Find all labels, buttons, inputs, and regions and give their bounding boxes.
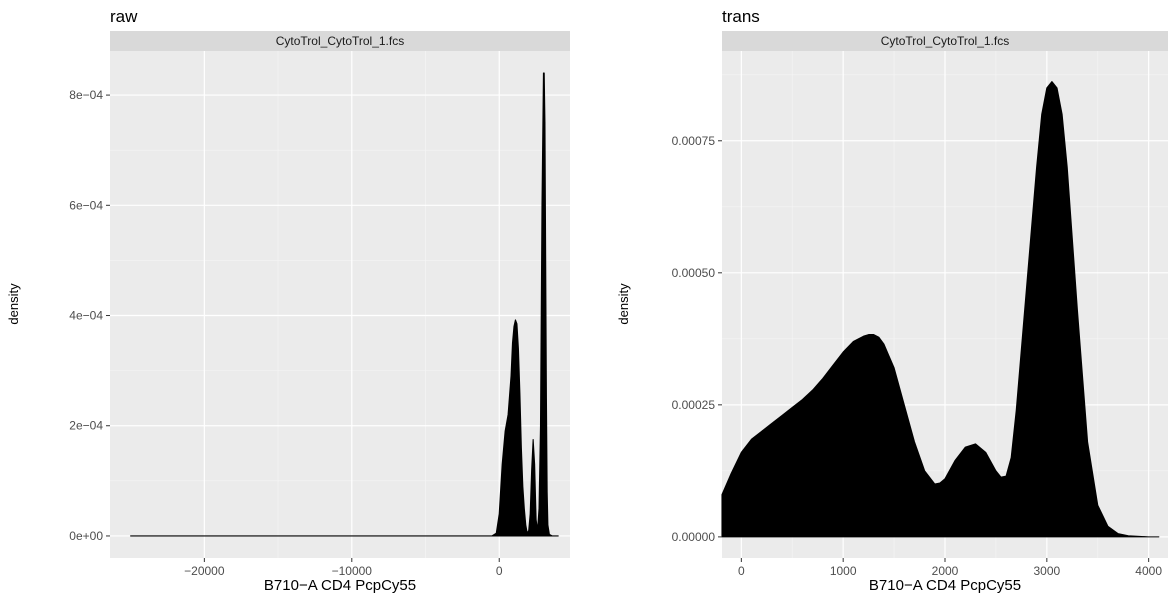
y-tick-label: 0.00000 — [672, 530, 716, 544]
y-tick-label: 0.00075 — [672, 134, 716, 148]
x-tick-label: 0 — [738, 564, 745, 578]
facet-label-raw: CytoTrol_CytoTrol_1.fcs — [276, 34, 404, 48]
x-tick-label: −20000 — [184, 564, 225, 578]
chart-trans: trans CytoTrol_CytoTrol_1.fcs 0.000000.0… — [616, 7, 1168, 594]
x-tick-label: 4000 — [1135, 564, 1162, 578]
y-tick-label: 0.00050 — [672, 266, 716, 280]
facet-strip-trans — [722, 31, 1168, 51]
y-tick-label: 6e−04 — [69, 198, 103, 212]
x-axis-ticks-trans: 0 1000 2000 3000 4000 — [738, 558, 1162, 578]
x-axis-ticks-raw: −20000 −10000 0 — [184, 558, 503, 578]
y-tick-label: 0e+00 — [69, 529, 103, 543]
x-tick-label: 1000 — [830, 564, 857, 578]
facet-label-trans: CytoTrol_CytoTrol_1.fcs — [881, 34, 1009, 48]
density-area-raw — [130, 72, 559, 537]
x-axis-title-trans: B710−A CD4 PcpCy55 — [869, 577, 1021, 594]
chart-title-trans: trans — [722, 7, 760, 26]
y-tick-label: 4e−04 — [69, 309, 103, 323]
y-axis-ticks-raw: 0e+00 2e−04 4e−04 6e−04 8e−04 — [69, 88, 110, 543]
chart-title-raw: raw — [110, 7, 138, 26]
y-axis-title-raw: density — [6, 283, 21, 325]
y-tick-label: 2e−04 — [69, 419, 103, 433]
chart-raw: raw CytoTrol_CytoTrol_1.fcs 0e+00 2e−04 4e… — [6, 7, 570, 594]
facet-strip-raw — [110, 31, 570, 51]
y-axis-ticks-trans: 0.00000 0.00025 0.00050 0.00075 — [672, 134, 722, 544]
y-axis-title-trans: density — [616, 283, 631, 325]
x-axis-title-raw: B710−A CD4 PcpCy55 — [264, 577, 416, 594]
density-area-trans — [721, 81, 1160, 538]
y-tick-label: 0.00025 — [672, 398, 716, 412]
x-tick-label: −10000 — [332, 564, 373, 578]
y-tick-label: 8e−04 — [69, 88, 103, 102]
x-tick-label: 2000 — [932, 564, 959, 578]
x-tick-label: 3000 — [1033, 564, 1060, 578]
plot-panel-raw — [110, 51, 570, 558]
x-tick-label: 0 — [496, 564, 503, 578]
